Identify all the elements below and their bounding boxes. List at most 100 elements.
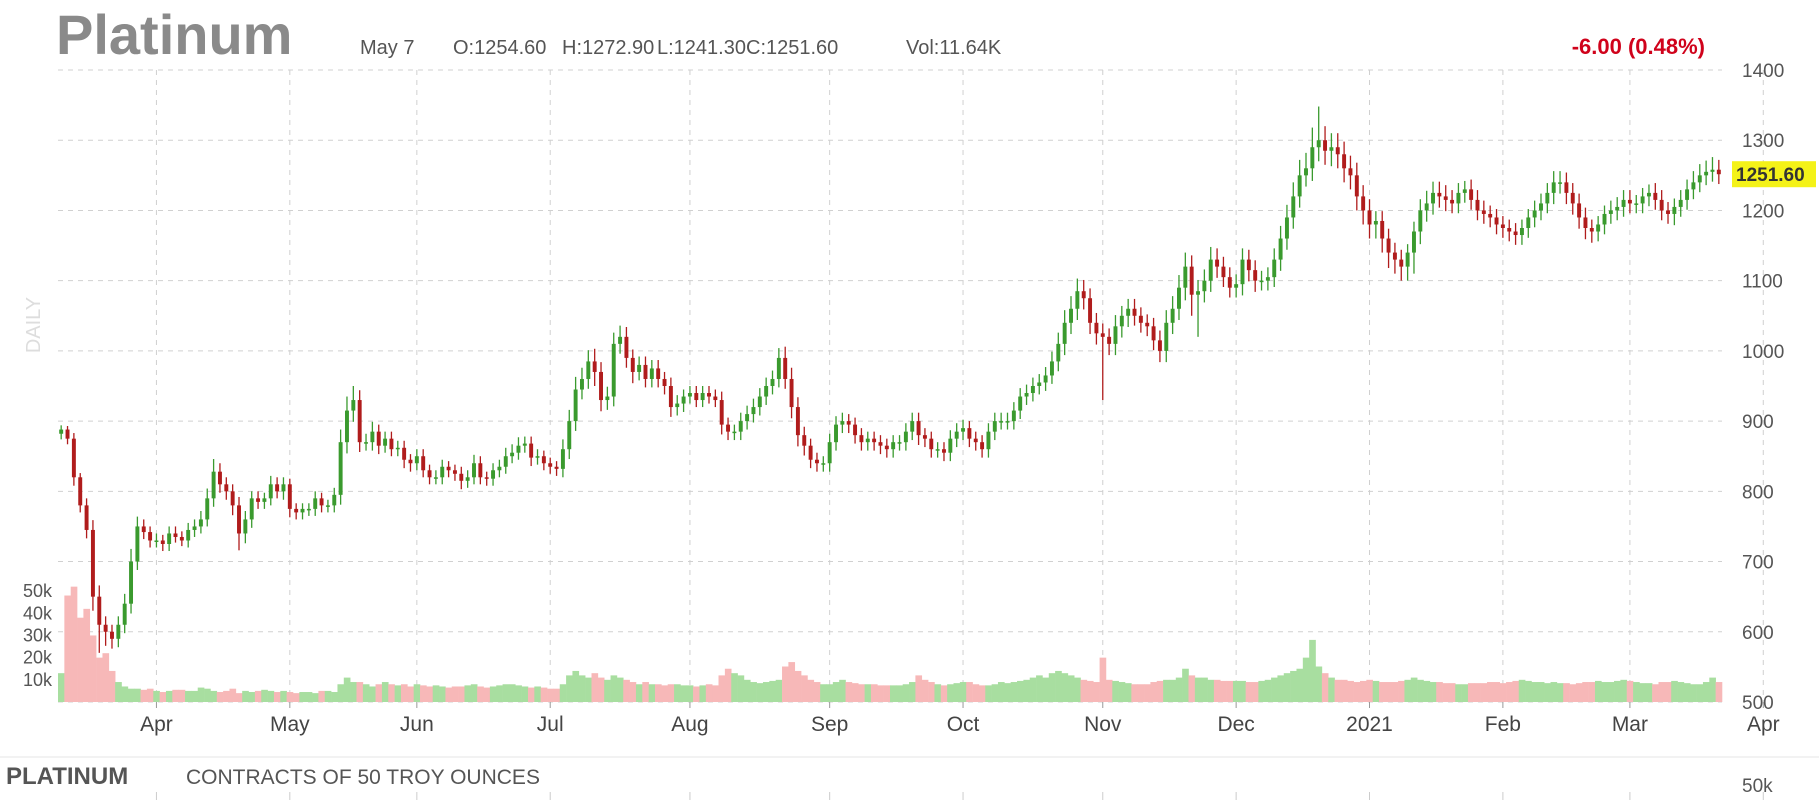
volume-bar: [400, 684, 408, 702]
candle-body: [332, 494, 337, 506]
candle-body: [1367, 210, 1372, 225]
candle-body: [294, 508, 299, 513]
candle-body: [1424, 203, 1429, 211]
candle-body: [1196, 291, 1200, 295]
volume-bar: [439, 686, 446, 702]
candle-body: [535, 456, 540, 458]
volume-bar: [731, 673, 738, 702]
candle-body: [808, 445, 813, 460]
price-axis: 1400 1300 1200 1100 1000 900 800 700 600 500: [1742, 61, 1784, 714]
volume-bar: [553, 688, 561, 702]
secondary-volume-tick: 50k: [1742, 776, 1773, 797]
volume-bar: [1531, 682, 1539, 702]
volume-bar: [953, 683, 961, 702]
candle-body: [1240, 259, 1245, 285]
candle-body: [516, 445, 521, 453]
candle-body: [554, 466, 559, 469]
candle-body: [154, 540, 159, 542]
candle-body: [217, 471, 222, 485]
candle-body: [389, 438, 394, 450]
volume-bar: [1398, 680, 1405, 702]
volume-bar: [1188, 675, 1196, 702]
candle-body: [1234, 284, 1239, 288]
volume-bar: [1379, 682, 1386, 702]
volume-bar: [597, 677, 605, 702]
volume-bar: [1461, 684, 1469, 702]
volume-bar: [1258, 680, 1266, 702]
candle-body: [592, 361, 597, 372]
last-price-marker: 1251.60: [1732, 161, 1816, 188]
candle-body: [351, 400, 356, 411]
volume-bar: [1296, 668, 1304, 702]
volume-bar: [1442, 683, 1450, 702]
volume-bar: [1614, 680, 1621, 702]
volume-bar: [1093, 682, 1100, 702]
volume-bar: [1423, 680, 1431, 702]
candle-body: [1437, 192, 1442, 197]
volume-bar: [1271, 677, 1278, 702]
candle-body: [846, 421, 851, 425]
volume-bar: [1575, 683, 1583, 702]
volume-bar: [629, 682, 637, 702]
candle-body: [1297, 175, 1302, 197]
volume-bar: [648, 684, 656, 702]
volume-bar: [1099, 657, 1107, 702]
candle-body: [1392, 252, 1397, 260]
candle-body: [1608, 210, 1613, 214]
volume-bar: [883, 685, 891, 702]
volume-bar: [870, 684, 878, 702]
volume-bar: [362, 684, 370, 702]
volume-bar: [1677, 682, 1685, 702]
candle-body: [599, 371, 603, 401]
volume-bar: [750, 682, 757, 702]
candle-body: [421, 456, 426, 471]
candle-body: [878, 442, 883, 446]
volume-bar: [1690, 684, 1697, 702]
candle-body: [1431, 192, 1435, 204]
ohlc-volume: Vol:11.64K: [906, 37, 1002, 59]
month-label: Jul: [537, 713, 564, 736]
candle-body: [1481, 210, 1486, 214]
volume-bar: [642, 682, 649, 702]
candle-body: [897, 442, 902, 444]
volume-bar: [1004, 683, 1011, 702]
candle-body: [306, 508, 311, 511]
candle-body: [1323, 140, 1328, 151]
volume-bar: [1150, 682, 1158, 702]
candle-body: [364, 442, 368, 444]
candle-body: [922, 435, 927, 439]
volume-bar: [1017, 680, 1024, 702]
volume-bar: [140, 689, 148, 702]
candle-body: [1215, 259, 1220, 267]
candle-body: [1500, 224, 1505, 228]
volume-bar: [521, 686, 529, 702]
volume-bar: [572, 670, 580, 702]
volume-bar: [813, 682, 821, 702]
candle-body: [173, 533, 178, 537]
volume-bar: [540, 687, 548, 702]
volume-bar: [1626, 680, 1634, 702]
candle-body: [1678, 199, 1683, 207]
volume-bar: [534, 686, 541, 702]
candle-body: [262, 498, 267, 502]
candle-body: [510, 452, 515, 457]
volume-bar: [1664, 682, 1672, 702]
candle-body: [1018, 396, 1023, 411]
chart-title: Platinum: [56, 3, 292, 66]
volume-bar: [1588, 682, 1596, 702]
volume-bar: [1671, 680, 1678, 702]
volume-bar: [1283, 673, 1291, 702]
volume-bar: [312, 693, 319, 702]
footer-tick-marks: [155, 792, 1764, 800]
candle-body: [522, 443, 527, 446]
candle-body: [1545, 192, 1550, 204]
volume-tick-label: 40k: [23, 603, 53, 623]
volume-bar: [1118, 682, 1126, 702]
candle-body: [1151, 326, 1156, 341]
candle-body: [1221, 266, 1226, 278]
candle-body: [1253, 270, 1258, 281]
volume-bar: [280, 690, 287, 702]
volume-bar: [1061, 673, 1069, 702]
volume-bar: [559, 684, 567, 702]
volume-bar: [1207, 679, 1215, 702]
